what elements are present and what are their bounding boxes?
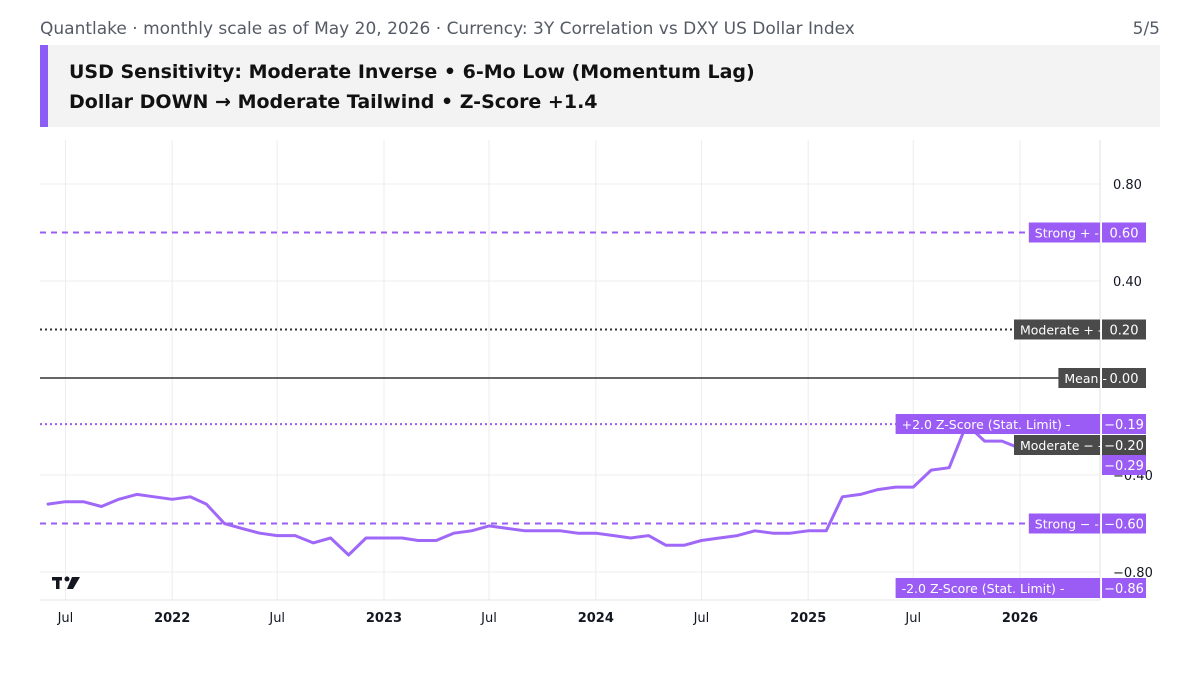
x-tick-label: 2026 xyxy=(1002,611,1038,626)
logo-wedge xyxy=(67,577,80,589)
ref-neg0p19-name-text: +2.0 Z-Score (Stat. Limit) - xyxy=(902,417,1071,432)
ref-neg0p6-value-text: −0.60 xyxy=(1104,518,1144,533)
ref-neg0p6-name-box xyxy=(1028,513,1100,534)
ref-0p2-name-text: Moderate + - xyxy=(1020,323,1102,338)
ref-0-name-box xyxy=(1058,368,1100,388)
ref-0p6-name-text: Strong + - xyxy=(1035,226,1099,241)
series-line xyxy=(46,422,1022,557)
x-axis: Jul 2022 Jul 2023 Jul 2024 Jul 2025 Jul 2026 xyxy=(57,611,1039,626)
ref-neg0p86-name-text: -2.0 Z-Score (Stat. Limit) - xyxy=(902,581,1065,596)
y-tick-label: 0.80 xyxy=(1113,178,1142,193)
ref-neg0p86-name-box xyxy=(895,578,1100,598)
ref-neg0p19-name-box xyxy=(895,414,1100,434)
x-tick-label: Jul xyxy=(904,611,921,626)
last-value-value-text: −0.29 xyxy=(1104,459,1144,474)
x-tick-label: Jul xyxy=(480,611,497,626)
y-tick-label: 0.40 xyxy=(1113,275,1142,290)
ref-neg0p86-value-box xyxy=(1102,578,1146,598)
y-tick-label: −0.80 xyxy=(1113,566,1153,581)
x-tick-label: 2022 xyxy=(154,611,190,626)
x-tick-label: 2025 xyxy=(790,611,826,626)
ref-neg0p86-value-text: −0.86 xyxy=(1104,582,1144,597)
ref-0p6-value-text: 0.60 xyxy=(1110,227,1139,242)
page-indicator: 5/5 xyxy=(1132,19,1160,39)
x-tick-label: Jul xyxy=(57,611,74,626)
ref-0p6-value-box xyxy=(1102,222,1146,243)
banner-headline-line2: Dollar DOWN → Moderate Tailwind • Z-Scor… xyxy=(69,91,598,113)
ref-neg0p2-value-box xyxy=(1102,435,1146,455)
tradingview-logo-icon xyxy=(52,576,80,589)
ref-neg0p2-value-text: −0.20 xyxy=(1104,439,1144,454)
last-value-value-box xyxy=(1102,455,1146,475)
logo-dot xyxy=(64,576,70,582)
ref-neg0p2-name-box xyxy=(1014,435,1100,455)
ref-0p2-name-box xyxy=(1014,319,1100,340)
banner-headline-line1: USD Sensitivity: Moderate Inverse • 6-Mo… xyxy=(69,61,755,83)
x-tick-label: Jul xyxy=(268,611,285,626)
ref-neg0p6-name-text: Strong − - xyxy=(1035,517,1099,532)
x-tick-label: 2023 xyxy=(366,611,402,626)
ref-neg0p19-value-text: −0.19 xyxy=(1104,418,1144,433)
reference-lines xyxy=(40,231,1100,525)
ref-neg0p2-name-text: Moderate − - xyxy=(1020,438,1102,453)
logo-stem xyxy=(56,577,60,589)
chart-source-subtitle: Quantlake · monthly scale as of May 20, … xyxy=(40,19,855,39)
headline-banner: USD Sensitivity: Moderate Inverse • 6-Mo… xyxy=(40,45,1160,127)
ref-0p2-value-box xyxy=(1102,319,1146,340)
ref-0-value-text: 0.00 xyxy=(1110,372,1139,387)
ref-0p2-value-text: 0.20 xyxy=(1110,324,1139,339)
ref-0-name-text: Mean - xyxy=(1064,371,1107,386)
ref-neg0p6-value-box xyxy=(1102,513,1146,534)
ref-0-value-box xyxy=(1102,368,1146,388)
x-tick-label: Jul xyxy=(693,611,710,626)
banner-accent-bar xyxy=(40,45,48,127)
x-tick-label: 2024 xyxy=(578,611,614,626)
ref-neg0p19-value-box xyxy=(1102,414,1146,434)
ref-0p6-name-box xyxy=(1028,222,1100,243)
